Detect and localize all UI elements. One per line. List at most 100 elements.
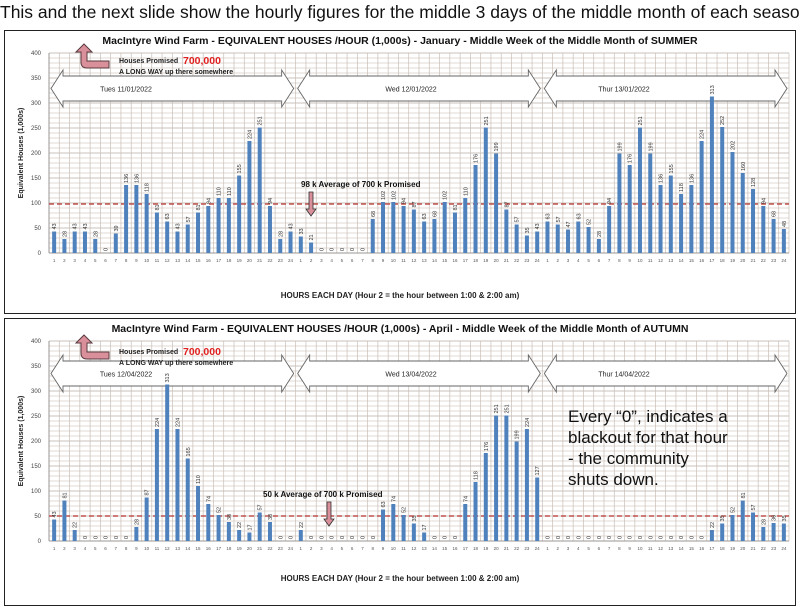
bar-value-label: 0 <box>340 248 346 251</box>
bar-value-label: 136 <box>659 174 665 183</box>
bar <box>422 532 427 541</box>
x-tick-label: 16 <box>452 258 458 263</box>
bar-value-label: 68 <box>432 211 438 217</box>
x-tick-label: 7 <box>115 546 118 551</box>
bar <box>381 202 386 253</box>
bar <box>617 153 622 253</box>
bar-value-label: 57 <box>751 504 757 510</box>
bar-value-label: 0 <box>628 536 634 539</box>
bar <box>288 231 293 253</box>
x-tick-label: 9 <box>628 546 631 551</box>
bar <box>781 523 786 541</box>
bar-value-label: 251 <box>638 116 644 125</box>
bar-value-label: 81 <box>453 204 459 210</box>
bar <box>411 209 416 253</box>
x-tick-label: 11 <box>648 258 653 263</box>
y-tick-label: 400 <box>31 51 42 57</box>
bar <box>442 202 447 253</box>
x-tick-label: 24 <box>535 258 541 263</box>
bar-value-label: 81 <box>62 492 68 498</box>
bar <box>175 429 180 541</box>
x-tick-label: 3 <box>320 258 323 263</box>
bar-value-label: 43 <box>73 223 79 229</box>
bar <box>545 221 550 253</box>
day-span-arrow <box>543 68 788 109</box>
bar <box>751 512 756 541</box>
promised-note: A LONG WAY up there somewhere <box>119 69 233 76</box>
bar <box>699 141 704 253</box>
x-tick-label: 22 <box>514 258 520 263</box>
day-label: Tues 11/01/2022 <box>100 87 152 94</box>
x-tick-label: 17 <box>709 258 715 263</box>
bar <box>452 212 457 253</box>
bar <box>124 185 129 253</box>
bar <box>679 194 684 253</box>
x-tick-label: 8 <box>371 258 374 263</box>
x-tick-label: 20 <box>740 258 746 263</box>
bar-value-label: 0 <box>669 536 675 539</box>
x-tick-label: 16 <box>206 546 212 551</box>
bar-value-label: 87 <box>412 201 418 207</box>
bar-value-label: 47 <box>566 221 572 227</box>
bar <box>730 152 735 253</box>
x-tick-label: 1 <box>53 546 56 551</box>
bar <box>463 198 468 253</box>
bar-value-label: 38 <box>268 514 274 520</box>
x-tick-label: 21 <box>257 258 263 263</box>
promised-value: 700,000 <box>183 346 221 358</box>
x-tick-label: 11 <box>401 258 406 263</box>
day-label: Wed 13/04/2022 <box>385 372 436 379</box>
bar-value-label: 0 <box>93 536 99 539</box>
bar <box>113 233 118 253</box>
x-tick-label: 14 <box>679 546 685 551</box>
bar-value-label: 0 <box>350 536 356 539</box>
bar-value-label: 313 <box>710 85 716 94</box>
x-tick-label: 18 <box>226 546 232 551</box>
bar <box>298 236 303 253</box>
bar <box>185 458 190 541</box>
y-tick-label: 100 <box>31 489 42 495</box>
bar <box>237 175 242 253</box>
x-tick-label: 18 <box>720 546 726 551</box>
x-tick-label: 15 <box>442 546 448 551</box>
x-tick-label: 5 <box>341 546 344 551</box>
bar-value-label: 155 <box>669 164 675 173</box>
y-tick-label: 250 <box>31 126 42 132</box>
bar-value-label: 87 <box>504 201 510 207</box>
bar <box>637 127 642 253</box>
bar-value-label: 52 <box>217 507 223 513</box>
x-tick-label: 24 <box>781 546 787 551</box>
day-span-arrow <box>297 353 541 394</box>
bar-value-label: 0 <box>617 536 623 539</box>
bar-value-label: 48 <box>782 221 788 227</box>
bar <box>709 96 714 253</box>
bar <box>771 219 776 253</box>
bar <box>720 127 725 253</box>
x-tick-label: 22 <box>761 258 767 263</box>
bar <box>52 231 57 253</box>
bar-value-label: 155 <box>237 164 243 173</box>
bar <box>206 504 211 541</box>
bar-value-label: 0 <box>319 248 325 251</box>
bar <box>514 224 519 253</box>
bar <box>401 206 406 253</box>
bar-value-label: 63 <box>545 213 551 219</box>
x-tick-label: 23 <box>278 258 284 263</box>
bar-value-label: 0 <box>340 536 346 539</box>
x-tick-label: 12 <box>658 258 664 263</box>
bar <box>761 527 766 541</box>
bar-value-label: 28 <box>134 519 140 525</box>
bar-value-label: 102 <box>381 191 387 200</box>
bar <box>689 185 694 253</box>
y-tick-label: 200 <box>31 439 42 445</box>
bar <box>267 206 272 253</box>
y-tick-label: 300 <box>31 101 42 107</box>
bar <box>72 231 77 253</box>
bar-value-label: 0 <box>104 248 110 251</box>
bar-value-label: 176 <box>484 442 490 451</box>
y-tick-label: 250 <box>31 414 42 420</box>
x-tick-label: 12 <box>411 258 417 263</box>
x-tick-label: 10 <box>391 258 397 263</box>
bar <box>52 519 57 541</box>
bar-value-label: 43 <box>175 223 181 229</box>
